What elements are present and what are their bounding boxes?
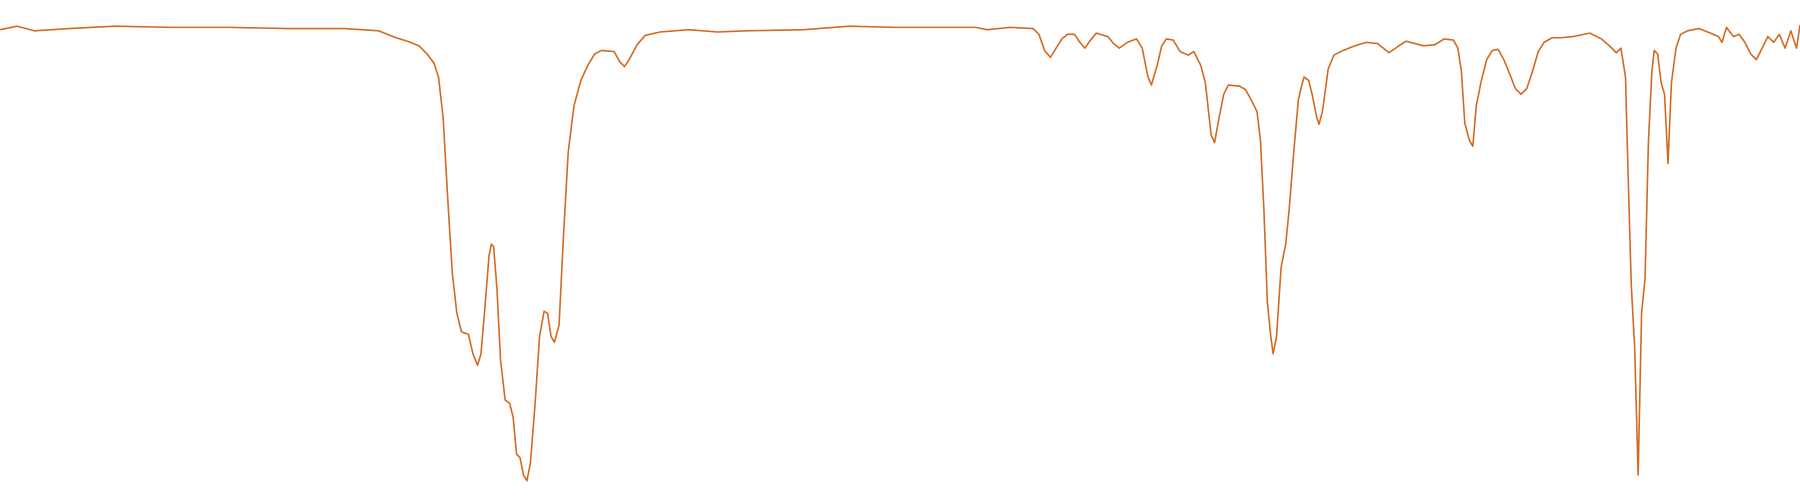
spectrum-line — [0, 24, 1800, 482]
